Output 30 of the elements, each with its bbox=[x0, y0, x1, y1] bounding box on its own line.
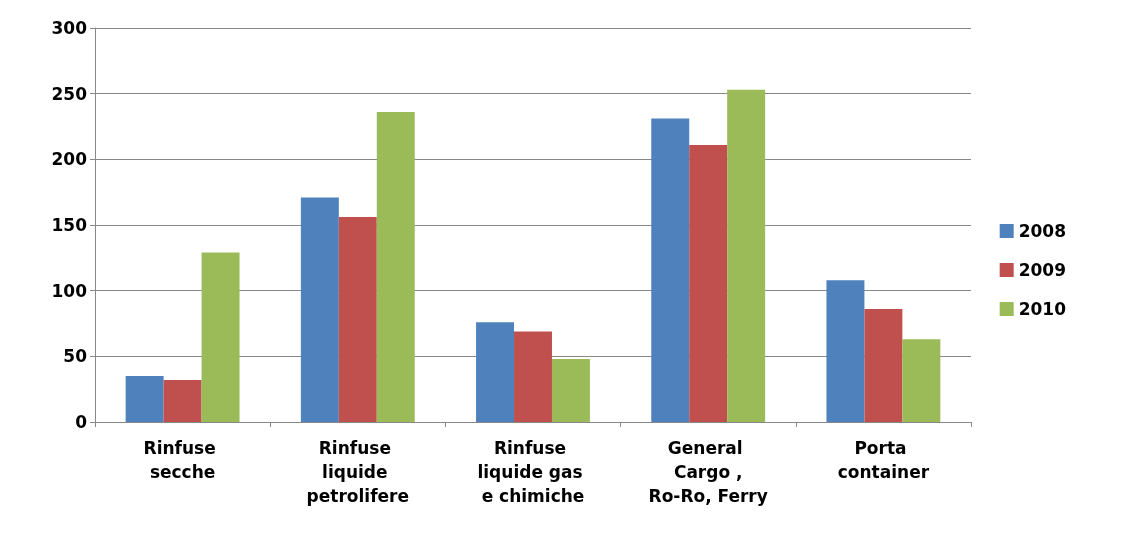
x-tick-label: Rinfuse liquide petrolifere bbox=[306, 438, 409, 506]
bar bbox=[125, 376, 164, 422]
y-tick-label: 0 bbox=[75, 412, 88, 432]
bar bbox=[300, 197, 339, 422]
y-tick-label: 100 bbox=[51, 280, 88, 301]
y-tick-label: 50 bbox=[63, 346, 88, 367]
x-tick-label: Rinfuse secche bbox=[143, 438, 222, 482]
x-tick-label: General Cargo ,Ro-Ro, Ferry bbox=[648, 438, 768, 506]
y-tick-label: 300 bbox=[51, 18, 88, 38]
bar bbox=[551, 358, 590, 422]
bar bbox=[727, 89, 766, 422]
bar bbox=[651, 118, 690, 422]
bar bbox=[338, 217, 377, 422]
bar bbox=[864, 309, 903, 422]
bar bbox=[826, 280, 865, 422]
legend-label: 2009 bbox=[1018, 260, 1067, 280]
x-tick-label: Rinfuse liquide gas e chimiche bbox=[477, 438, 589, 506]
bar bbox=[902, 339, 941, 422]
bar bbox=[163, 379, 202, 422]
bar bbox=[476, 322, 515, 422]
y-tick-label: 150 bbox=[51, 215, 88, 235]
bar bbox=[376, 112, 415, 422]
bar bbox=[689, 144, 728, 422]
bar bbox=[514, 331, 552, 422]
bar bbox=[201, 252, 240, 422]
y-tick-label: 200 bbox=[51, 149, 88, 170]
y-tick-label: 250 bbox=[51, 83, 88, 104]
legend-label: 2008 bbox=[1018, 221, 1067, 241]
legend-label: 2010 bbox=[1018, 299, 1067, 319]
x-tick-label: Porta container bbox=[837, 438, 930, 482]
